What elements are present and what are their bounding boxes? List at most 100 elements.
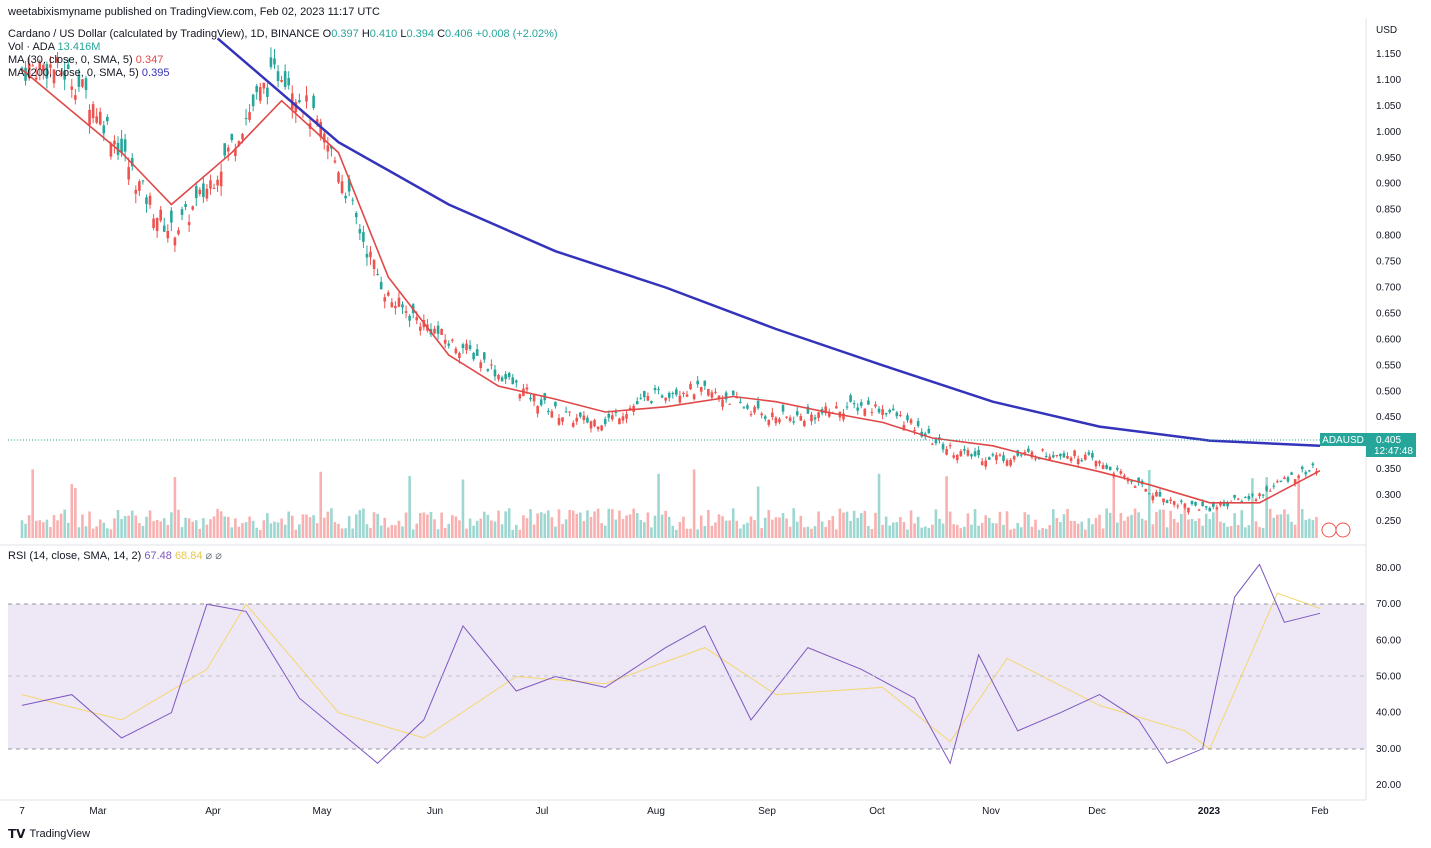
volume-bar xyxy=(529,509,532,538)
candle xyxy=(575,413,579,425)
volume-bar xyxy=(77,527,81,538)
volume-bar xyxy=(280,518,283,538)
volume-bar xyxy=(614,519,618,538)
volume-bar xyxy=(472,525,475,538)
volume-bar xyxy=(788,526,792,538)
candle xyxy=(27,57,31,81)
eye-off-icon[interactable]: ⌀ xyxy=(205,550,213,562)
candle xyxy=(198,187,202,197)
candle xyxy=(1244,496,1247,499)
ma200-value: 0.395 xyxy=(141,67,170,79)
price-tick-label: 1.150 xyxy=(1376,49,1401,60)
volume-bar xyxy=(1016,522,1020,538)
rsi-ma-value: 68.84 xyxy=(174,550,203,562)
eye-off-icon[interactable]: ⌀ xyxy=(215,550,222,562)
volume-bar xyxy=(749,516,753,538)
volume-bar xyxy=(290,515,294,538)
volume-bar xyxy=(550,517,554,538)
volume-bar xyxy=(1105,508,1108,538)
volume-bar xyxy=(390,524,394,538)
candle xyxy=(813,414,817,424)
volume-legend[interactable]: Vol · ADA 13.416M xyxy=(8,41,100,53)
volume-bar xyxy=(1048,525,1052,538)
rsi-tick-label: 60.00 xyxy=(1376,635,1401,646)
candle xyxy=(554,401,557,409)
volume-bar xyxy=(429,511,433,538)
time-tick-label: 2023 xyxy=(1198,806,1221,817)
rsi-legend[interactable]: RSI (14, close, SMA, 14, 2) 67.48 68.84 … xyxy=(8,549,222,562)
candle xyxy=(614,408,618,417)
ohlc-close-label: C xyxy=(437,28,446,40)
volume-bar xyxy=(269,523,273,538)
time-axis[interactable]: 7 Mar Apr May Jun Jul Aug Sep Oct Nov Dec 2023 Feb xyxy=(19,806,1329,817)
volume-bar xyxy=(1293,524,1297,538)
price-tick-label: 0.550 xyxy=(1376,360,1401,371)
candle xyxy=(1304,470,1308,478)
candle xyxy=(330,145,333,157)
volume-bar xyxy=(91,528,95,538)
volume-bar xyxy=(287,511,291,538)
candle xyxy=(134,185,138,204)
volume-bar xyxy=(1115,522,1119,538)
volume-bar xyxy=(660,514,664,538)
volume-bar xyxy=(63,509,66,538)
candle xyxy=(234,143,237,162)
volume-bar xyxy=(518,529,522,538)
candle xyxy=(906,412,909,423)
candle xyxy=(849,393,852,403)
candle xyxy=(1272,482,1276,489)
candle xyxy=(468,340,472,351)
volume-bar xyxy=(187,518,191,538)
volume-bar xyxy=(1272,517,1276,538)
volume-bar xyxy=(433,519,436,538)
volume-bar xyxy=(557,509,561,538)
volume-bar xyxy=(305,514,308,538)
volume-bar xyxy=(696,529,699,538)
candle xyxy=(579,411,582,419)
volume-bar xyxy=(84,526,88,538)
candle xyxy=(433,325,436,335)
price-tick-label: 0.700 xyxy=(1376,283,1401,294)
volume-bar xyxy=(120,519,123,538)
rsi-label: RSI (14, close, SMA, 14, 2) xyxy=(8,550,142,562)
volume-bar xyxy=(998,511,1002,538)
candle xyxy=(223,143,227,159)
symbol-legend[interactable]: Cardano / US Dollar (calculated by Tradi… xyxy=(8,28,558,40)
volume-bar xyxy=(337,523,340,538)
candle xyxy=(973,447,977,458)
rsi-axis[interactable]: 80.00 70.00 60.00 50.00 40.00 30.00 20.00 xyxy=(1376,563,1401,791)
candle xyxy=(344,192,347,204)
volume-bar xyxy=(554,526,557,538)
volume-bar xyxy=(1030,526,1034,538)
ma200-legend[interactable]: MA (200, close, 0, SMA, 5) 0.395 xyxy=(8,67,169,79)
volume-bar xyxy=(1169,510,1172,538)
volume-bar xyxy=(490,520,493,538)
candle xyxy=(450,338,454,344)
candle xyxy=(955,454,959,464)
volume-bar xyxy=(155,519,159,538)
volume-bar xyxy=(952,524,956,538)
price-axis[interactable]: 1.150 1.100 1.050 1.000 0.950 0.900 0.850 0.800… xyxy=(1376,49,1401,527)
volume-bar xyxy=(699,515,703,538)
candle xyxy=(475,343,479,356)
price-tick-label: 0.500 xyxy=(1376,386,1401,397)
volume-bar xyxy=(404,512,408,538)
time-tick-label: 7 xyxy=(19,806,25,817)
volume-bar xyxy=(212,516,216,538)
volume-bar xyxy=(959,528,963,538)
candle xyxy=(593,418,596,428)
volume-bar xyxy=(209,519,212,538)
volume-bar xyxy=(600,523,603,538)
volume-bar xyxy=(376,513,379,538)
candle xyxy=(877,406,881,414)
volume-bar xyxy=(408,475,411,538)
candle xyxy=(1311,461,1315,469)
volume-bar xyxy=(1300,509,1304,538)
volume-bar xyxy=(401,526,404,538)
ma30-legend[interactable]: MA (30, close, 0, SMA, 5) 0.347 xyxy=(8,54,163,66)
candle xyxy=(1283,475,1286,480)
time-tick-label: Feb xyxy=(1311,806,1329,817)
candle xyxy=(166,224,170,243)
candle xyxy=(1293,478,1297,487)
